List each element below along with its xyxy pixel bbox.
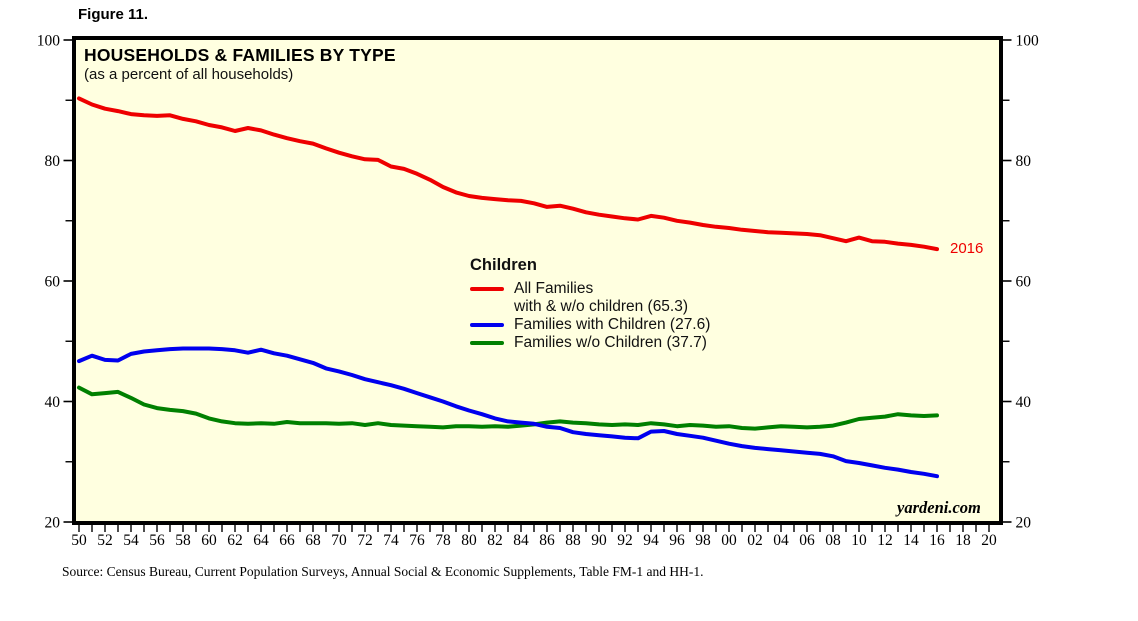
x-tick-label: 52 — [97, 532, 113, 549]
y-tick-label-left: 80 — [45, 153, 61, 170]
source-note: Source: Census Bureau, Current Populatio… — [62, 564, 704, 579]
legend-item-families-without-children: Families w/o Children (37.7) — [470, 334, 710, 352]
y-tick-label-right: 100 — [1016, 33, 1040, 50]
series-line-families-without-children — [77, 385, 939, 431]
y-tick-label-left: 100 — [37, 33, 61, 50]
x-tick-label: 18 — [955, 532, 971, 549]
x-tick-label: 16 — [929, 532, 945, 549]
watermark-yardeni: yardeni.com — [897, 498, 981, 517]
x-tick-label: 70 — [331, 532, 347, 549]
y-tick-label-left: 20 — [45, 515, 61, 532]
x-tick-label: 96 — [669, 532, 685, 549]
x-tick-label: 14 — [903, 532, 919, 549]
x-tick-label: 06 — [799, 532, 815, 549]
legend-item-families-with-children: Families with Children (27.6) — [470, 316, 710, 334]
legend-swatch-green — [470, 341, 504, 345]
x-tick-label: 50 — [71, 532, 87, 549]
series-line-all-families — [77, 96, 939, 252]
x-tick-label: 88 — [565, 532, 581, 549]
x-tick-label: 20 — [981, 532, 997, 549]
chart-title: HOUSEHOLDS & FAMILIES BY TYPE — [84, 45, 396, 65]
y-tick-label-left: 60 — [45, 274, 61, 291]
x-tick-label: 02 — [747, 532, 763, 549]
x-tick-label: 58 — [175, 532, 191, 549]
y-tick-label-right: 20 — [1016, 515, 1032, 532]
x-tick-label: 62 — [227, 532, 243, 549]
x-tick-label: 74 — [383, 532, 399, 549]
x-tick-label: 54 — [123, 532, 139, 549]
legend-title: Children — [470, 256, 537, 274]
y-tick-label-right: 40 — [1016, 394, 1032, 411]
x-tick-label: 10 — [851, 532, 867, 549]
x-tick-label: 04 — [773, 532, 789, 549]
legend-swatch-red — [470, 287, 504, 291]
y-tick-label-left: 40 — [45, 394, 61, 411]
x-tick-label: 98 — [695, 532, 711, 549]
y-tick-label-right: 60 — [1016, 274, 1032, 291]
legend-label: Families w/o Children (37.7) — [514, 334, 707, 351]
x-tick-label: 64 — [253, 532, 269, 549]
x-tick-label: 86 — [539, 532, 555, 549]
chart-legend: Children All Families with & w/o childre… — [470, 256, 710, 352]
chart-subtitle: (as a percent of all households) — [84, 66, 294, 83]
x-tick-label: 08 — [825, 532, 841, 549]
legend-item-all-families: All Families with & w/o children (65.3) — [470, 280, 710, 316]
series-line-families-with-children — [77, 346, 939, 479]
x-tick-label: 68 — [305, 532, 321, 549]
x-tick-label: 78 — [435, 532, 451, 549]
plot-area — [72, 36, 1003, 525]
legend-label: All Families with & w/o children (65.3) — [514, 280, 689, 315]
legend-label: Families with Children (27.6) — [514, 316, 711, 333]
legend-swatch-blue — [470, 323, 504, 327]
x-tick-label: 56 — [149, 532, 165, 549]
figure-label: Figure 11. — [78, 6, 149, 23]
x-tick-label: 60 — [201, 532, 217, 549]
x-tick-label: 82 — [487, 532, 503, 549]
x-tick-label: 12 — [877, 532, 893, 549]
x-tick-label: 92 — [617, 532, 633, 549]
y-tick-label-right: 80 — [1016, 153, 1032, 170]
x-tick-label: 66 — [279, 532, 295, 549]
x-tick-label: 76 — [409, 532, 425, 549]
x-tick-label: 72 — [357, 532, 373, 549]
end-year-annotation: 2016 — [950, 240, 984, 257]
x-tick-label: 80 — [461, 532, 477, 549]
x-tick-label: 00 — [721, 532, 737, 549]
x-tick-label: 90 — [591, 532, 607, 549]
x-tick-label: 94 — [643, 532, 659, 549]
x-tick-label: 84 — [513, 532, 529, 549]
